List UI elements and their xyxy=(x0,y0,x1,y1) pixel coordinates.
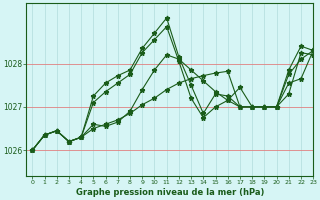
X-axis label: Graphe pression niveau de la mer (hPa): Graphe pression niveau de la mer (hPa) xyxy=(76,188,264,197)
